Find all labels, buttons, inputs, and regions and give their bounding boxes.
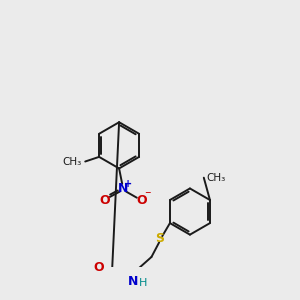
Text: H: H bbox=[139, 278, 147, 288]
Text: O: O bbox=[136, 194, 147, 207]
Text: S: S bbox=[155, 232, 164, 245]
Text: O: O bbox=[99, 194, 110, 207]
Text: N: N bbox=[118, 182, 128, 195]
Text: CH₃: CH₃ bbox=[62, 157, 81, 167]
Text: N: N bbox=[128, 275, 138, 288]
Text: CH₃: CH₃ bbox=[206, 173, 225, 183]
Text: +: + bbox=[124, 179, 132, 189]
Text: ⁻: ⁻ bbox=[144, 189, 151, 202]
Text: O: O bbox=[93, 261, 104, 274]
